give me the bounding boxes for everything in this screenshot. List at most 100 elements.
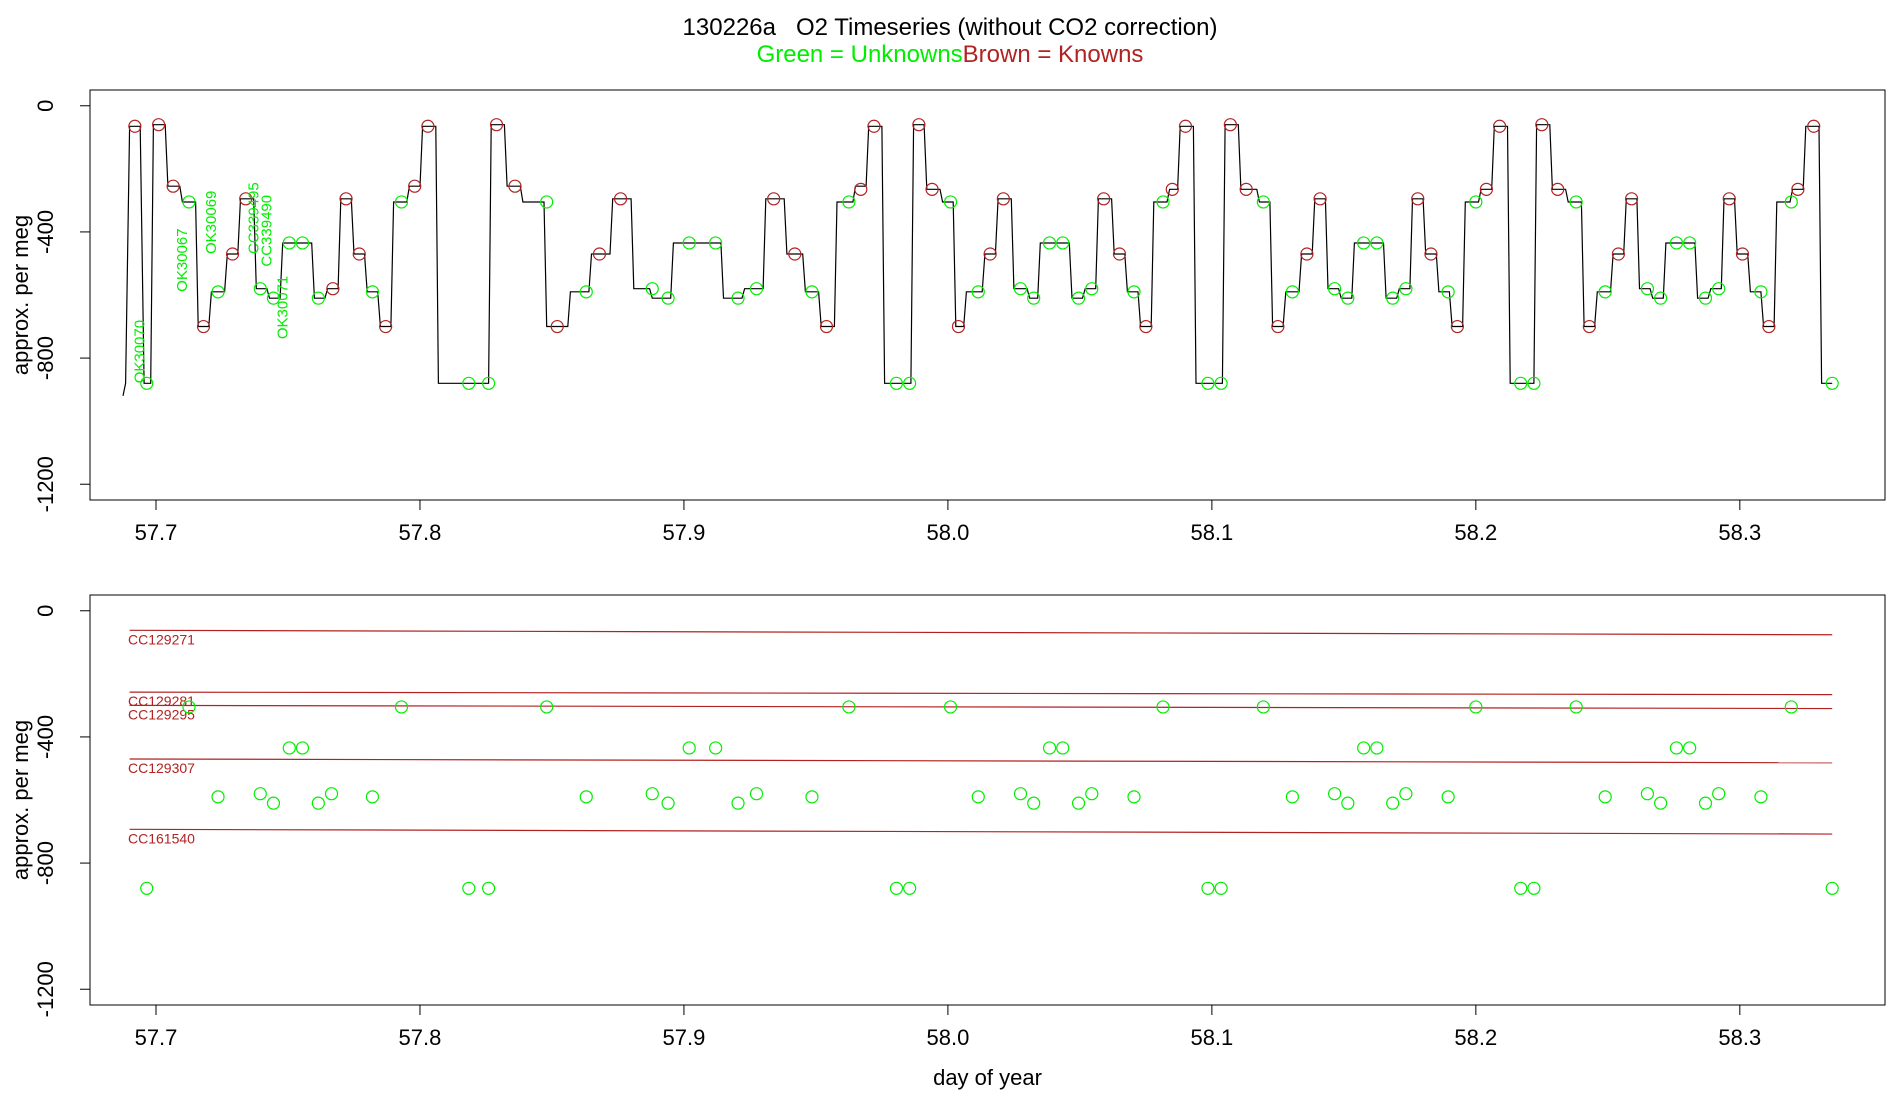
x-tick-label: 57.7 [135, 1025, 178, 1050]
plot-frame-2 [89, 594, 1886, 1006]
unknown-point [324, 787, 339, 801]
unknown-point [1441, 285, 1455, 299]
x-tick-label: 57.9 [663, 1025, 706, 1050]
x-tick-label: 58.2 [1454, 1025, 1497, 1050]
unknown-point [971, 790, 985, 804]
unknown-point [1156, 195, 1170, 209]
known-point [1239, 182, 1253, 196]
unknown-point [1370, 741, 1384, 755]
unknown-point [645, 787, 659, 801]
known-point [1551, 182, 1565, 196]
unknown-point [462, 881, 476, 895]
known-point [326, 282, 340, 296]
known-point [1223, 118, 1237, 132]
unknown-point [1201, 376, 1215, 390]
unknown-point [1027, 796, 1041, 810]
unknown-point [709, 236, 723, 250]
known-point [421, 119, 435, 133]
known-point [613, 192, 628, 206]
unknown-point [943, 700, 958, 714]
unknown-point [943, 195, 958, 209]
unknown-point [1341, 291, 1355, 305]
unknown-point [1441, 790, 1455, 804]
known-point [983, 247, 997, 261]
unknown-point [1669, 741, 1684, 755]
y-tick-label: -800 [33, 336, 58, 380]
known-point [1097, 192, 1111, 206]
unknown-point [1056, 236, 1070, 250]
unknown-point [709, 741, 723, 755]
unknown-point [731, 796, 745, 810]
unknown-point [889, 376, 904, 390]
unknown-point [1127, 285, 1141, 299]
unknown-point [971, 285, 985, 299]
unknown-point [295, 236, 310, 250]
x-tick-label: 57.8 [399, 1025, 442, 1050]
known-point [1411, 192, 1425, 206]
known-point [996, 192, 1010, 206]
plot-frame-1 [89, 89, 1886, 501]
known-point [1271, 319, 1285, 334]
known-point [128, 119, 142, 133]
unknown-point [682, 741, 696, 755]
x-tick-label: 58.1 [1190, 1025, 1233, 1050]
unknown-point [1754, 285, 1768, 299]
y-tick-label: 0 [33, 605, 58, 617]
unknown-point [1669, 236, 1684, 250]
y-tick-label: -1200 [33, 456, 58, 512]
unknown-point [1754, 790, 1768, 804]
legend-knowns: Brown = Knowns [962, 41, 1144, 68]
sample-annotation: OK30071 [274, 276, 291, 339]
unknown-point [481, 376, 496, 390]
unknown-point [394, 700, 409, 714]
unknown-point [749, 282, 764, 296]
unknown-point [1085, 787, 1099, 801]
unknown-point [1056, 741, 1070, 755]
unknown-point [1569, 195, 1583, 209]
unknown-point [462, 376, 476, 390]
unknown-point [579, 790, 593, 804]
unknown-point [1683, 236, 1697, 250]
page-title: 130226a O2 Timeseries (without CO2 corre… [682, 14, 1218, 41]
known-point [1582, 319, 1596, 334]
unknown-point [295, 741, 310, 755]
known-point [408, 179, 422, 193]
known-point [951, 319, 966, 334]
unknown-point [282, 236, 296, 250]
known-line-label: CC129307 [128, 760, 195, 776]
unknown-point [903, 881, 917, 895]
known-point [854, 182, 868, 196]
known-point [1807, 119, 1821, 133]
known-point [239, 192, 253, 206]
unknown-point [1712, 282, 1726, 296]
x-tick-label: 58.3 [1718, 1025, 1761, 1050]
known-point [352, 247, 366, 261]
unknown-point [1071, 796, 1086, 810]
unknown-point [682, 236, 696, 250]
unknown-point [1514, 376, 1528, 390]
known-line-label: CC129295 [128, 706, 195, 722]
unknown-point [842, 700, 856, 714]
known-point [1762, 319, 1776, 334]
unknown-point [1698, 796, 1713, 810]
unknown-point [1712, 787, 1726, 801]
unknown-point [661, 291, 675, 305]
unknown-point [394, 195, 409, 209]
unknown-point [1527, 881, 1541, 895]
known-point [867, 119, 881, 133]
unknown-point [182, 195, 196, 209]
sample-annotation: CC339490 [258, 195, 275, 267]
known-point [1313, 192, 1327, 206]
y-axis-label: approx. per meg [8, 720, 33, 880]
unknown-point [282, 741, 296, 755]
known-line [129, 629, 1833, 636]
unknown-point [1357, 236, 1371, 250]
known-point [788, 247, 802, 261]
unknown-point [1071, 291, 1086, 305]
unknown-point [311, 291, 325, 305]
sample-annotation: OK30069 [203, 191, 220, 254]
known-line [129, 758, 1833, 764]
unknown-point [211, 285, 225, 299]
y-tick-label: -1200 [33, 961, 58, 1017]
